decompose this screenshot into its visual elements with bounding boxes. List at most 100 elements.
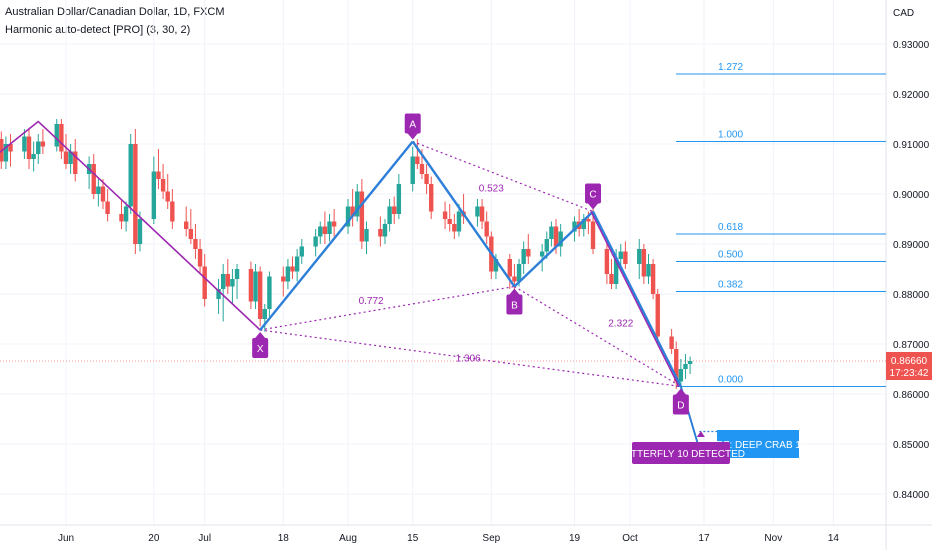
candle-body <box>604 249 610 274</box>
candle <box>410 146 415 192</box>
candle-body <box>262 309 267 319</box>
candle-body <box>558 231 563 247</box>
candle <box>299 239 304 264</box>
candle <box>86 156 92 189</box>
candle-body <box>350 206 355 217</box>
candle-body <box>313 236 318 247</box>
candle-body <box>225 274 231 287</box>
candle <box>683 354 688 379</box>
candle-body <box>581 219 586 229</box>
pattern-ratio-line <box>260 329 681 388</box>
candle-body <box>26 136 32 159</box>
candle-body <box>96 186 101 194</box>
candle-body <box>516 264 522 282</box>
point-marker <box>252 338 269 358</box>
candle <box>220 264 226 322</box>
candle-body <box>475 206 480 217</box>
pattern-leg <box>591 210 682 388</box>
candle <box>262 304 267 332</box>
candle <box>392 196 397 224</box>
currency-label: CAD <box>893 8 914 19</box>
candle <box>248 261 254 309</box>
candle-body <box>197 249 203 267</box>
candle-body <box>484 221 489 237</box>
point-label: X <box>257 344 264 355</box>
candle-body <box>512 276 517 282</box>
candle-body <box>553 226 559 247</box>
candle-body <box>73 151 78 174</box>
time-tick-label: Nov <box>764 533 782 544</box>
candle-body <box>63 151 69 164</box>
price-tick-label: 0.91000 <box>893 140 930 151</box>
candle-body <box>410 156 415 184</box>
candle <box>36 134 41 164</box>
candle-body <box>318 226 323 237</box>
candle-body <box>378 229 383 237</box>
candle-body <box>285 266 291 282</box>
time-tick-label: 14 <box>828 533 840 544</box>
price-tick-label: 0.84000 <box>893 490 930 501</box>
candle <box>26 129 32 169</box>
candle-body <box>8 144 13 152</box>
point-label: D <box>677 401 684 412</box>
candle-body <box>322 226 328 234</box>
candle-body <box>234 269 240 279</box>
candle-body <box>257 271 263 319</box>
candle <box>507 254 513 289</box>
time-tick-label: Oct <box>622 533 638 544</box>
pattern-ratio-label: 0.772 <box>359 296 384 307</box>
candle-body <box>68 151 73 164</box>
candle-body <box>526 249 531 257</box>
candle-body <box>539 251 545 257</box>
candle <box>73 139 78 182</box>
price-axis: CAD 0.84000 0.85000 0.86000 0.87000 0.88000 0.… <box>893 8 930 501</box>
point-marker-pointer <box>255 332 266 338</box>
candle-body <box>267 276 272 309</box>
candle-body <box>623 251 628 264</box>
point-marker-pointer <box>509 288 520 295</box>
candle-body <box>36 141 41 154</box>
candle-body <box>479 206 485 222</box>
candle <box>623 241 628 269</box>
time-tick-label: Sep <box>482 533 500 544</box>
candle <box>137 211 143 252</box>
candle-body <box>54 124 59 147</box>
fib-level-label: 0.382 <box>718 280 743 291</box>
candle-body <box>165 191 170 202</box>
candle <box>156 149 161 189</box>
candle-body <box>650 264 656 294</box>
candle-body <box>637 249 642 264</box>
candle-body <box>387 206 392 224</box>
fib-level-label: 0.000 <box>718 375 743 386</box>
candle-body <box>359 191 365 242</box>
candle <box>133 129 138 254</box>
time-tick-label: Jun <box>58 533 74 544</box>
candle <box>59 119 64 159</box>
point-marker-pointer <box>407 133 418 140</box>
point-marker-pointer <box>675 388 686 395</box>
prz-label-box: PRZ: DEEP CRAB 10 <box>709 430 807 458</box>
point-label: C <box>589 190 596 201</box>
candle-body <box>521 249 526 264</box>
pattern-ratio-line <box>514 285 682 388</box>
candle-body <box>442 211 448 219</box>
candle <box>364 221 369 254</box>
time-axis: Jun 20 Jul 18 Aug 15 Sep 19 Oct 17 Nov 14 <box>58 533 839 544</box>
candle <box>22 129 27 159</box>
candle-body <box>493 259 499 272</box>
prior-swing-line <box>0 120 261 331</box>
candle <box>294 249 300 282</box>
candle-body <box>331 221 337 227</box>
candle <box>165 174 170 209</box>
pattern-ratio-line <box>412 140 594 213</box>
candle-body <box>160 179 166 192</box>
candle <box>424 164 429 194</box>
time-tick-label: 19 <box>569 533 581 544</box>
candle <box>54 119 59 152</box>
pattern-leg <box>513 210 594 288</box>
candle-body <box>646 264 651 277</box>
pattern-ratio-line <box>260 285 515 331</box>
time-tick-label: 17 <box>698 533 710 544</box>
candle-body <box>674 349 679 382</box>
